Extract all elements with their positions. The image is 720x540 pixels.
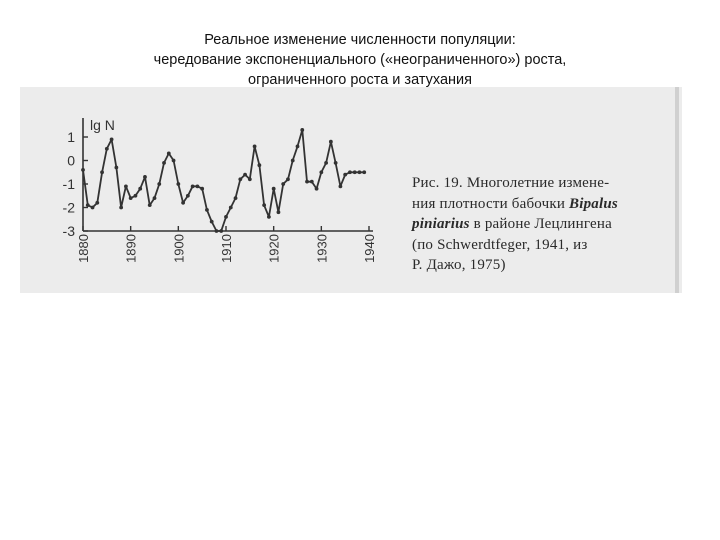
data-point xyxy=(352,170,357,175)
slide-title-line-1: Реальное изменение численности популяции… xyxy=(204,32,516,48)
data-point xyxy=(314,186,319,191)
caption-line-3: piniarius в районе Лецлингена xyxy=(412,214,667,235)
data-point xyxy=(247,177,252,182)
data-point xyxy=(290,158,295,163)
data-point xyxy=(295,144,300,149)
x-tick-label: 1920 xyxy=(267,234,282,263)
caption-line-3-text: в районе Лецлингена xyxy=(469,216,612,232)
data-point xyxy=(176,182,181,186)
caption-species-genus: Bipalus xyxy=(569,195,618,212)
caption-line-2: ния плотности бабочки Bipalus xyxy=(412,194,667,215)
data-point xyxy=(181,200,186,205)
data-point xyxy=(267,215,271,219)
data-point xyxy=(190,184,195,189)
y-tick-label: -3 xyxy=(63,223,76,239)
data-point xyxy=(219,229,224,233)
data-point xyxy=(228,205,233,210)
data-point xyxy=(262,203,267,208)
data-point xyxy=(104,146,109,151)
data-point xyxy=(119,205,124,210)
y-tick-label: 1 xyxy=(67,129,75,145)
scan-edge xyxy=(675,87,679,293)
data-point xyxy=(90,205,95,210)
data-point xyxy=(85,203,90,208)
data-point xyxy=(171,158,176,163)
data-point xyxy=(276,210,281,215)
figure-caption: Рис. 19. Многолетние измене- ния плотнос… xyxy=(412,173,667,276)
data-point xyxy=(243,172,247,177)
data-point xyxy=(128,196,133,201)
data-point xyxy=(133,193,138,198)
data-point xyxy=(286,177,290,182)
data-point xyxy=(324,160,328,165)
series-line xyxy=(82,128,365,232)
caption-line-5: Р. Дажо, 1975) xyxy=(412,257,506,273)
y-tick-label: -1 xyxy=(63,176,76,192)
data-point xyxy=(214,229,219,233)
data-point xyxy=(233,196,238,201)
caption-species-name: piniarius xyxy=(412,216,470,232)
data-point xyxy=(209,219,214,224)
data-point xyxy=(162,160,166,165)
data-point xyxy=(157,182,162,186)
data-point xyxy=(238,177,243,182)
data-point xyxy=(95,200,100,205)
data-point xyxy=(195,184,200,189)
y-axis-label: lg N xyxy=(90,117,115,133)
data-point xyxy=(205,207,209,212)
data-point xyxy=(348,170,352,175)
data-point xyxy=(152,196,157,201)
data-point xyxy=(138,186,143,191)
slide-title-line-3: ограниченного роста и затухания xyxy=(248,72,472,88)
caption-line-1: Рис. 19. Многолетние измене- xyxy=(412,175,610,191)
data-point xyxy=(343,172,348,177)
data-point xyxy=(362,170,367,175)
data-point xyxy=(185,193,190,198)
data-point xyxy=(124,184,128,189)
data-point xyxy=(271,186,276,191)
data-point xyxy=(109,137,114,142)
data-point xyxy=(252,144,257,149)
data-point xyxy=(143,175,147,179)
data-point xyxy=(200,186,205,191)
data-point xyxy=(319,170,324,175)
data-point xyxy=(300,128,305,132)
y-tick-label: -2 xyxy=(63,200,76,216)
y-tick-label: 0 xyxy=(67,153,75,169)
slide-title: Реальное изменение численности популяции… xyxy=(90,30,630,90)
x-tick-label: 1900 xyxy=(171,234,186,263)
x-tick-label: 1890 xyxy=(124,234,139,263)
scanned-figure xyxy=(20,87,682,293)
data-point xyxy=(224,215,228,219)
data-point xyxy=(114,165,119,170)
x-tick-label: 1930 xyxy=(314,234,329,263)
caption-line-2-text: ния плотности бабочки xyxy=(412,195,570,212)
data-point xyxy=(81,168,85,172)
slide-title-line-2: чередование экспоненциального («неограни… xyxy=(153,52,567,68)
data-point xyxy=(147,203,152,208)
caption-line-4: (по Schwerdtfeger, 1941, из xyxy=(412,236,588,253)
data-point xyxy=(166,151,171,156)
x-tick-label: 1940 xyxy=(362,234,377,263)
x-tick-label: 1910 xyxy=(219,234,234,263)
x-tick-label: 1880 xyxy=(76,234,91,263)
data-point xyxy=(305,179,309,184)
chart-plot xyxy=(81,128,367,233)
data-point xyxy=(357,170,362,175)
data-point xyxy=(309,179,314,184)
data-point xyxy=(328,139,333,144)
data-point xyxy=(333,160,338,165)
data-point xyxy=(257,163,262,168)
data-point xyxy=(100,170,104,175)
data-point xyxy=(281,182,286,186)
data-point xyxy=(338,184,343,189)
